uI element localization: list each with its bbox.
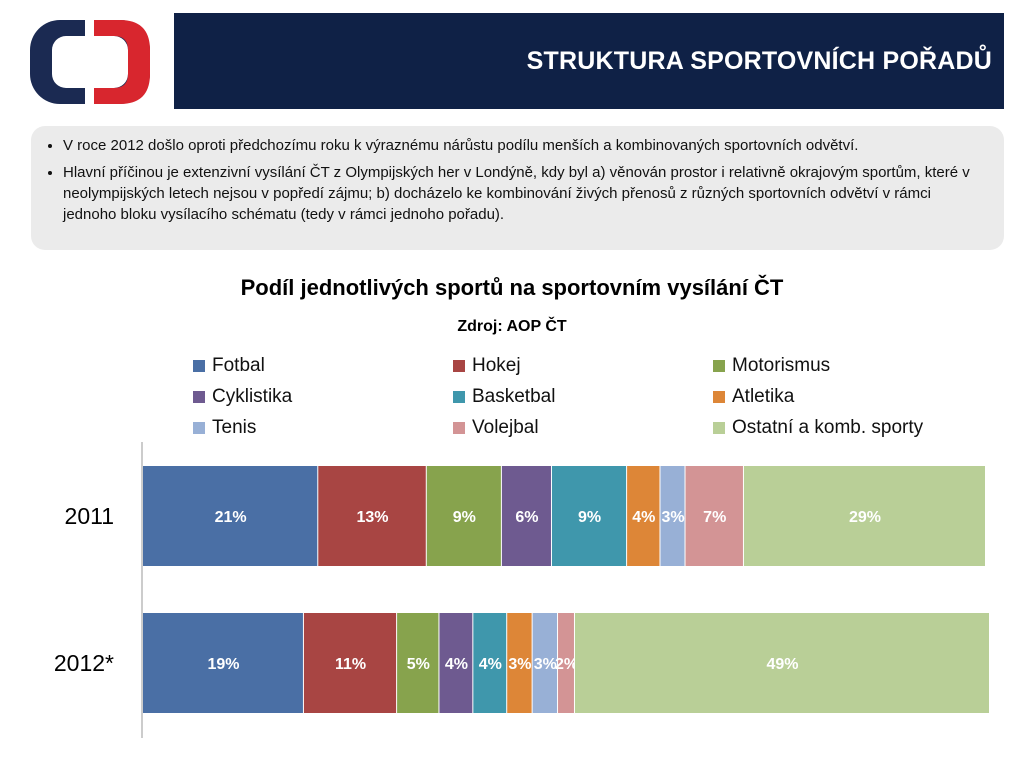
legend-item: Volejbal	[453, 412, 713, 443]
legend-label: Ostatní a komb. sporty	[732, 416, 924, 438]
data-label: 9%	[453, 509, 476, 526]
legend-label: Volejbal	[472, 416, 539, 438]
data-label: 11%	[335, 656, 366, 673]
title-bar: STRUKTURA SPORTOVNÍCH POŘADŮ	[174, 13, 1004, 109]
bar-segment	[507, 613, 532, 713]
legend-swatch	[453, 390, 465, 403]
bar-segment	[501, 466, 551, 566]
bar-segment	[743, 466, 985, 566]
legend-label: Motorismus	[732, 354, 831, 376]
data-label: 21%	[215, 509, 247, 526]
legend-item: Cyklistika	[193, 381, 453, 412]
data-label: 9%	[578, 509, 601, 526]
data-label: 6%	[515, 509, 538, 526]
note-item: V roce 2012 došlo oproti předchozímu rok…	[63, 135, 980, 156]
legend-label: Fotbal	[212, 354, 265, 376]
data-label: 3%	[534, 656, 557, 673]
data-label: 13%	[357, 509, 389, 526]
legend-swatch	[193, 390, 205, 403]
bar-segment	[660, 466, 685, 566]
legend-label: Tenis	[212, 416, 257, 438]
chart-subtitle: Zdroj: AOP ČT	[457, 318, 567, 335]
legend-swatch	[713, 421, 725, 434]
data-label: 19%	[207, 656, 239, 673]
bar-segment	[558, 613, 574, 713]
legend-item: Atletika	[713, 381, 993, 412]
bar-segment	[551, 466, 627, 566]
category-label: 2012*	[54, 650, 114, 676]
legend-swatch	[713, 390, 725, 403]
data-label: 49%	[766, 656, 798, 673]
bar-segment	[685, 466, 743, 566]
bar-segment	[318, 466, 426, 566]
legend-swatch	[193, 421, 205, 434]
bar-segment	[143, 466, 318, 566]
legend-item: Basketbal	[453, 381, 713, 412]
legend-item: Fotbal	[193, 350, 453, 381]
legend-item: Motorismus	[713, 350, 993, 381]
chart-legend: Fotbal Hokej Motorismus Cyklistika Basketbal…	[193, 350, 993, 444]
data-label: 3%	[661, 509, 684, 526]
data-label: 29%	[849, 509, 881, 526]
legend-swatch	[713, 359, 725, 372]
data-label: 3%	[508, 656, 531, 673]
bar-segment	[473, 613, 507, 713]
legend-item: Ostatní a komb. sporty	[713, 412, 993, 443]
bar-segment	[397, 613, 439, 713]
chart-title: Podíl jednotlivých sportů na sportovním …	[240, 275, 784, 300]
data-label: 2%	[555, 656, 578, 673]
bar-segment	[143, 613, 303, 713]
legend-swatch	[453, 421, 465, 434]
notes-box: V roce 2012 došlo oproti předchozímu rok…	[31, 126, 1004, 250]
data-label: 4%	[479, 656, 502, 673]
legend-item: Hokej	[453, 350, 713, 381]
ct-logo-icon	[30, 18, 150, 106]
legend-item: Tenis	[193, 412, 453, 443]
notes-list: V roce 2012 došlo oproti předchozímu rok…	[45, 135, 980, 225]
slide-title: STRUKTURA SPORTOVNÍCH POŘADŮ	[526, 46, 992, 75]
bar-segment	[303, 613, 397, 713]
data-label: 7%	[703, 509, 726, 526]
legend-swatch	[193, 359, 205, 372]
bar-segment	[574, 613, 989, 713]
bar-segment	[426, 466, 501, 566]
note-item: Hlavní příčinou je extenzivní vysílání Č…	[63, 162, 980, 225]
legend-label: Cyklistika	[212, 385, 293, 407]
data-label: 5%	[407, 656, 430, 673]
bar-segment	[439, 613, 473, 713]
legend-label: Basketbal	[472, 385, 556, 407]
bar-segment	[532, 613, 558, 713]
category-label: 2011	[65, 503, 114, 529]
data-label: 4%	[632, 509, 655, 526]
legend-label: Atletika	[732, 385, 795, 407]
legend-label: Hokej	[472, 354, 521, 376]
data-label: 4%	[445, 656, 468, 673]
bar-segment	[627, 466, 660, 566]
legend-swatch	[453, 359, 465, 372]
